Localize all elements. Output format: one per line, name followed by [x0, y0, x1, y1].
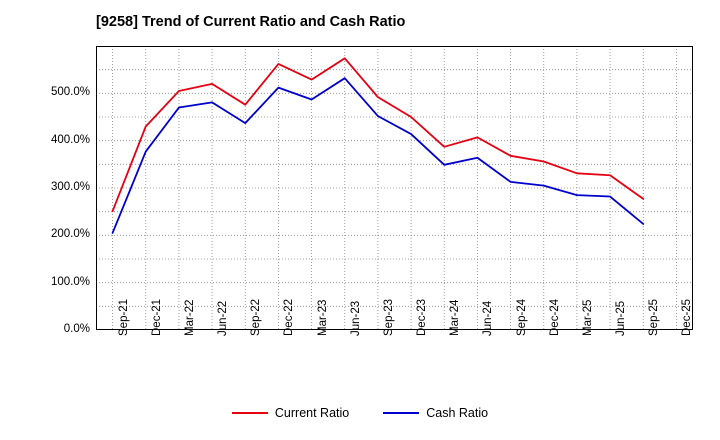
plot-svg [96, 46, 693, 330]
y-tick-label: 300.0% [50, 181, 90, 193]
x-tick-label: Jun-25 [615, 300, 628, 336]
x-tick-label: Sep-23 [382, 298, 395, 336]
x-tick-label: Sep-24 [515, 298, 528, 336]
x-tick-label: Mar-23 [316, 299, 329, 336]
x-tick-label: Dec-24 [548, 298, 561, 336]
y-tick-label: 0.0% [63, 323, 90, 335]
legend-swatch-current-ratio [231, 412, 268, 414]
x-tick-label: Mar-25 [581, 299, 594, 336]
x-tick-label: Mar-22 [183, 299, 196, 336]
x-tick-label: Jun-23 [349, 300, 362, 336]
series-line-cash-ratio [111, 77, 645, 234]
y-tick-label: 500.0% [50, 86, 90, 99]
x-tick-label: Sep-21 [117, 298, 130, 336]
legend-label-current-ratio: Current Ratio [274, 406, 350, 420]
y-tick-label: 200.0% [50, 228, 90, 241]
x-tick-label: Sep-22 [250, 298, 263, 336]
y-tick-label: 100.0% [50, 275, 90, 288]
x-tick-label: Dec-25 [681, 298, 694, 336]
plot-area [96, 46, 693, 330]
x-tick-label: Dec-23 [416, 298, 429, 336]
x-tick-label: Dec-21 [150, 298, 163, 336]
legend-swatch-cash-ratio [383, 412, 420, 414]
x-tick-label: Mar-24 [449, 299, 462, 336]
legend-item-cash-ratio: Cash Ratio [383, 406, 488, 420]
chart-title: [9258] Trend of Current Ratio and Cash R… [96, 14, 406, 30]
x-tick-label: Dec-22 [283, 298, 296, 336]
x-tick-label: Sep-25 [648, 298, 661, 336]
x-tick-label: Jun-24 [482, 300, 495, 336]
chart-legend: Current Ratio Cash Ratio [0, 398, 720, 428]
legend-label-cash-ratio: Cash Ratio [426, 406, 489, 420]
plot-frame [96, 46, 693, 330]
series-line-current-ratio [111, 57, 645, 213]
legend-item-current-ratio: Current Ratio [231, 406, 350, 420]
y-tick-label: 400.0% [50, 133, 90, 146]
x-tick-label: Jun-22 [217, 300, 230, 336]
